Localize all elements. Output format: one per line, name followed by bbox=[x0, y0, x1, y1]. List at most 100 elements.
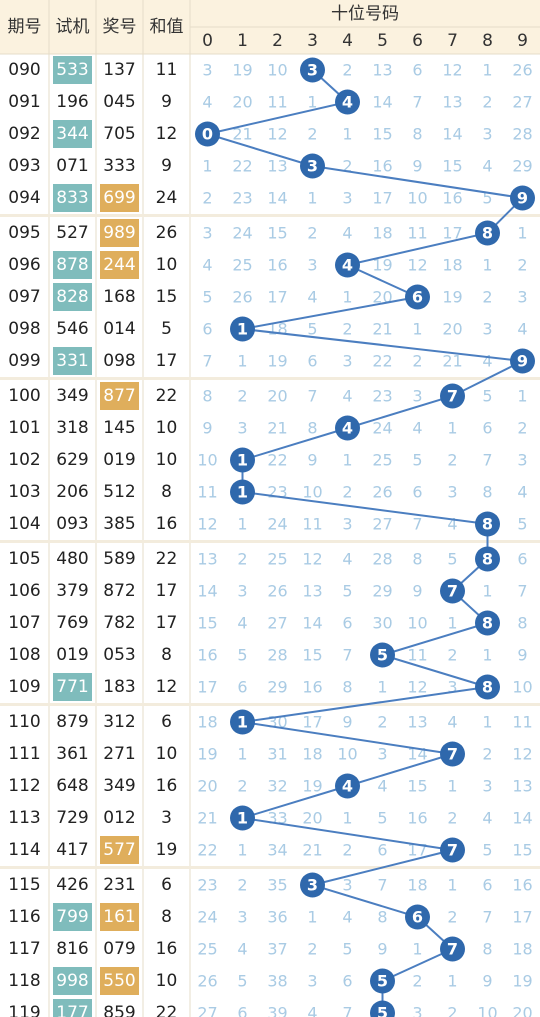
hit-ball-label: 8 bbox=[482, 614, 493, 633]
missing-value: 9 bbox=[202, 419, 212, 438]
header-trial: 试机 bbox=[56, 17, 90, 37]
sum-cell: 15 bbox=[156, 287, 178, 307]
trial-highlight bbox=[53, 673, 92, 701]
missing-value: 7 bbox=[517, 582, 527, 601]
missing-value: 24 bbox=[232, 224, 252, 243]
sum-cell: 10 bbox=[156, 255, 178, 275]
period-cell: 091 bbox=[8, 92, 40, 112]
missing-value: 1 bbox=[307, 189, 317, 208]
trial-cell: 196 bbox=[56, 92, 88, 112]
prize-cell: 053 bbox=[103, 645, 135, 665]
missing-value: 17 bbox=[372, 189, 392, 208]
missing-value: 14 bbox=[302, 614, 322, 633]
header-digit-0: 0 bbox=[202, 31, 213, 51]
missing-value: 5 bbox=[202, 288, 212, 307]
hit-ball bbox=[475, 220, 500, 246]
missing-value: 6 bbox=[237, 1004, 247, 1017]
missing-value: 2 bbox=[517, 256, 527, 275]
missing-value: 2 bbox=[237, 387, 247, 406]
missing-value: 2 bbox=[307, 940, 317, 959]
missing-value: 2 bbox=[342, 320, 352, 339]
prize-cell: 019 bbox=[103, 450, 135, 470]
sum-cell: 12 bbox=[156, 677, 178, 697]
missing-value: 13 bbox=[267, 157, 287, 176]
hit-ball bbox=[370, 642, 395, 668]
missing-value: 27 bbox=[197, 1004, 217, 1017]
hit-ball-label: 4 bbox=[342, 777, 353, 796]
prize-cell: 699 bbox=[103, 188, 135, 208]
missing-value: 15 bbox=[407, 777, 427, 796]
hit-ball-label: 8 bbox=[482, 678, 493, 697]
missing-value: 11 bbox=[407, 646, 427, 665]
prize-cell: 550 bbox=[103, 971, 135, 991]
trial-highlight bbox=[53, 283, 92, 311]
period-cell: 109 bbox=[8, 677, 40, 697]
hit-ball bbox=[230, 447, 255, 473]
trial-cell: 833 bbox=[56, 188, 88, 208]
missing-value: 19 bbox=[372, 256, 392, 275]
missing-value: 7 bbox=[482, 451, 492, 470]
missing-value: 6 bbox=[342, 972, 352, 991]
hit-ball bbox=[370, 1000, 395, 1017]
hit-ball-label: 0 bbox=[202, 125, 213, 144]
missing-value: 10 bbox=[477, 1004, 497, 1017]
missing-value: 9 bbox=[482, 972, 492, 991]
missing-value: 26 bbox=[512, 61, 532, 80]
missing-value: 2 bbox=[517, 419, 527, 438]
missing-value: 36 bbox=[267, 908, 287, 927]
missing-value: 19 bbox=[232, 61, 252, 80]
missing-value: 5 bbox=[482, 841, 492, 860]
missing-value: 3 bbox=[517, 451, 527, 470]
header-digit-8: 8 bbox=[482, 31, 493, 51]
prize-cell: 145 bbox=[103, 418, 135, 438]
sum-cell: 17 bbox=[156, 613, 178, 633]
missing-value: 19 bbox=[302, 777, 322, 796]
missing-value: 3 bbox=[482, 125, 492, 144]
hit-ball-label: 7 bbox=[447, 841, 458, 860]
missing-value: 1 bbox=[517, 224, 527, 243]
missing-value: 17 bbox=[197, 678, 217, 697]
missing-value: 5 bbox=[482, 387, 492, 406]
missing-value: 7 bbox=[342, 646, 352, 665]
missing-value: 23 bbox=[197, 876, 217, 895]
missing-value: 9 bbox=[377, 940, 387, 959]
missing-value: 1 bbox=[237, 352, 247, 371]
missing-value: 5 bbox=[412, 451, 422, 470]
trial-cell: 417 bbox=[56, 840, 88, 860]
missing-value: 5 bbox=[237, 646, 247, 665]
hit-ball-label: 3 bbox=[307, 876, 318, 895]
hit-ball bbox=[475, 511, 500, 537]
missing-value: 1 bbox=[342, 809, 352, 828]
period-cell: 097 bbox=[8, 287, 40, 307]
period-cell: 106 bbox=[8, 581, 40, 601]
period-cell: 094 bbox=[8, 188, 40, 208]
hit-ball bbox=[230, 709, 255, 735]
missing-value: 1 bbox=[342, 288, 352, 307]
missing-value: 3 bbox=[342, 876, 352, 895]
missing-value: 16 bbox=[267, 256, 287, 275]
period-cell: 110 bbox=[8, 712, 40, 732]
missing-value: 11 bbox=[302, 515, 322, 534]
period-cell: 105 bbox=[8, 549, 40, 569]
hit-ball bbox=[510, 185, 535, 211]
missing-value: 3 bbox=[237, 582, 247, 601]
missing-value: 2 bbox=[412, 972, 422, 991]
missing-value: 25 bbox=[197, 940, 217, 959]
missing-value: 16 bbox=[512, 876, 532, 895]
missing-value: 5 bbox=[342, 940, 352, 959]
sum-cell: 11 bbox=[156, 60, 178, 80]
prize-cell: 877 bbox=[103, 386, 135, 406]
hit-ball-label: 7 bbox=[447, 745, 458, 764]
missing-value: 2 bbox=[447, 908, 457, 927]
missing-value: 4 bbox=[237, 614, 247, 633]
prize-cell: 333 bbox=[103, 156, 135, 176]
prize-cell: 705 bbox=[103, 124, 135, 144]
missing-value: 37 bbox=[267, 940, 287, 959]
missing-value: 9 bbox=[412, 157, 422, 176]
missing-value: 15 bbox=[302, 646, 322, 665]
missing-value: 18 bbox=[302, 745, 322, 764]
hit-ball-label: 8 bbox=[482, 224, 493, 243]
missing-value: 16 bbox=[302, 678, 322, 697]
prize-highlight bbox=[100, 219, 139, 247]
trial-highlight bbox=[53, 347, 92, 375]
